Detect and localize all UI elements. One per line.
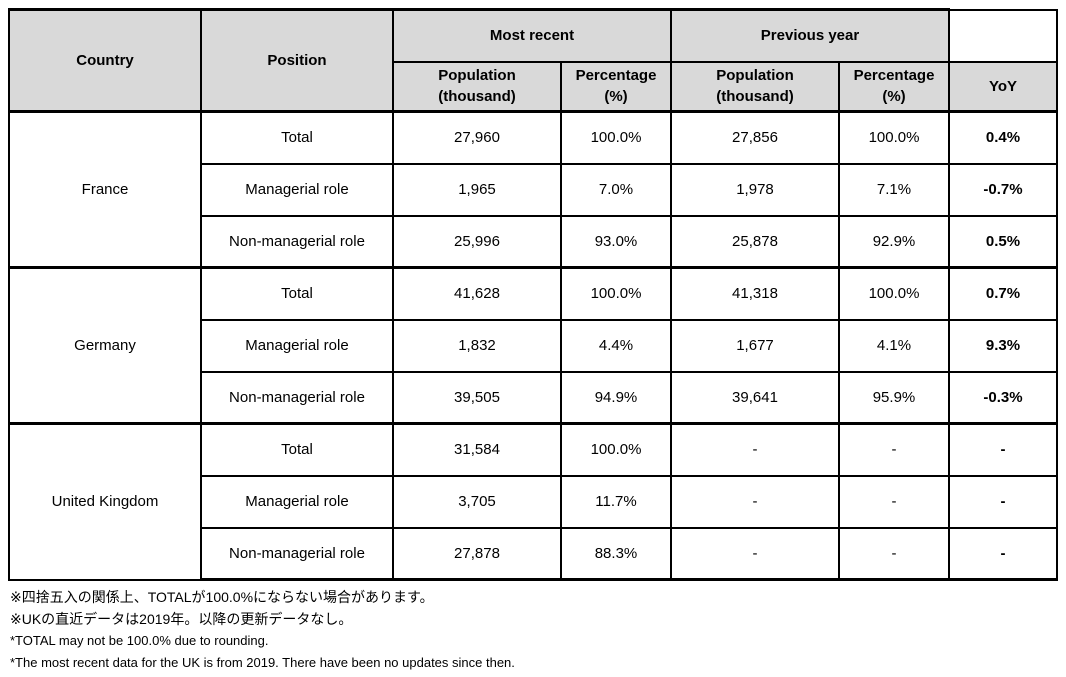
table-row-uk-managerial: Managerial role 3,705 11.7% - - -: [9, 474, 1058, 529]
header-country: Country: [8, 8, 202, 113]
cell-yoy: -: [948, 474, 1058, 529]
cell-py-percentage: -: [838, 474, 950, 529]
table-row-germany-nonmanagerial: Non-managerial role 39,505 94.9% 39,641 …: [9, 370, 1058, 425]
cell-position: Managerial role: [200, 474, 394, 529]
cell-py-population: 1,978: [670, 162, 840, 217]
cell-py-population: 41,318: [670, 266, 840, 321]
cell-py-percentage: 7.1%: [838, 162, 950, 217]
cell-mr-population: 27,878: [392, 526, 562, 581]
cell-yoy: 0.7%: [948, 266, 1058, 321]
cell-py-percentage: 100.0%: [838, 110, 950, 165]
cell-py-population: 27,856: [670, 110, 840, 165]
cell-py-population: 1,677: [670, 318, 840, 373]
header-most-recent-population: Population (thousand): [392, 60, 562, 113]
cell-country-germany: Germany: [8, 266, 202, 425]
cell-yoy: 0.4%: [948, 110, 1058, 165]
cell-py-percentage: 92.9%: [838, 214, 950, 269]
cell-country-france: France: [8, 110, 202, 269]
header-row-1: Country Position Most recent Previous ye…: [8, 8, 1058, 113]
header-most-recent-percentage: Percentage (%): [560, 60, 672, 113]
cell-position: Total: [200, 110, 394, 165]
cell-yoy: -0.7%: [948, 162, 1058, 217]
cell-position: Non-managerial role: [200, 370, 394, 425]
cell-mr-population: 3,705: [392, 474, 562, 529]
footnote-jp-rounding: ※四捨五入の関係上、TOTALが100.0%にならない場合があります。: [10, 589, 434, 605]
table-container: Country Position Most recent Previous ye…: [8, 8, 1058, 581]
cell-mr-percentage: 4.4%: [560, 318, 672, 373]
table-row-germany-managerial: Managerial role 1,832 4.4% 1,677 4.1% 9.…: [9, 318, 1058, 373]
table-row-france-total: France Total 27,960 100.0% 27,856 100.0%…: [8, 110, 1058, 269]
table-row-uk-total: United Kingdom Total 31,584 100.0% - - -: [8, 422, 1058, 581]
cell-py-percentage: -: [838, 422, 950, 477]
header-row-2: Population (thousand) Percentage (%) Pop…: [9, 60, 1058, 113]
cell-position: Total: [200, 422, 394, 477]
header-previous-percentage: Percentage (%): [838, 60, 950, 113]
cell-mr-population: 25,996: [392, 214, 562, 269]
employment-table: Country Position Most recent Previous ye…: [8, 8, 1058, 581]
cell-mr-percentage: 100.0%: [560, 422, 672, 477]
table-row-france-nonmanagerial: Non-managerial role 25,996 93.0% 25,878 …: [9, 214, 1058, 269]
cell-yoy: -: [948, 526, 1058, 581]
table-row-germany-total: Germany Total 41,628 100.0% 41,318 100.0…: [8, 266, 1058, 425]
cell-py-percentage: 100.0%: [838, 266, 950, 321]
cell-mr-percentage: 94.9%: [560, 370, 672, 425]
table-row-uk-nonmanagerial: Non-managerial role 27,878 88.3% - - -: [9, 526, 1058, 581]
cell-mr-percentage: 11.7%: [560, 474, 672, 529]
cell-position: Total: [200, 266, 394, 321]
footnotes: ※四捨五入の関係上、TOTALが100.0%にならない場合があります。 ※UKの…: [10, 586, 515, 674]
cell-py-population: -: [670, 422, 840, 477]
header-previous-year: Previous year: [670, 8, 950, 63]
cell-position: Non-managerial role: [200, 526, 394, 581]
cell-mr-population: 41,628: [392, 266, 562, 321]
cell-py-population: -: [670, 474, 840, 529]
cell-py-percentage: 95.9%: [838, 370, 950, 425]
cell-position: Managerial role: [200, 318, 394, 373]
cell-yoy: 0.5%: [948, 214, 1058, 269]
cell-position: Non-managerial role: [200, 214, 394, 269]
cell-mr-percentage: 93.0%: [560, 214, 672, 269]
cell-mr-percentage: 100.0%: [560, 266, 672, 321]
cell-mr-percentage: 7.0%: [560, 162, 672, 217]
cell-mr-percentage: 88.3%: [560, 526, 672, 581]
cell-mr-population: 1,965: [392, 162, 562, 217]
header-position: Position: [200, 8, 394, 113]
footnote-jp-uk-data: ※UKの直近データは2019年。以降の更新データなし。: [10, 611, 353, 627]
table-row-france-managerial: Managerial role 1,965 7.0% 1,978 7.1% -0…: [9, 162, 1058, 217]
cell-mr-population: 1,832: [392, 318, 562, 373]
header-yoy: YoY: [948, 60, 1058, 113]
footnote-en-rounding: *TOTAL may not be 100.0% due to rounding…: [10, 633, 269, 648]
cell-py-percentage: 4.1%: [838, 318, 950, 373]
cell-py-population: -: [670, 526, 840, 581]
cell-py-population: 25,878: [670, 214, 840, 269]
footnote-en-uk-data: *The most recent data for the UK is from…: [10, 655, 515, 670]
header-most-recent: Most recent: [392, 8, 672, 63]
cell-yoy: -0.3%: [948, 370, 1058, 425]
cell-mr-percentage: 100.0%: [560, 110, 672, 165]
cell-py-population: 39,641: [670, 370, 840, 425]
cell-position: Managerial role: [200, 162, 394, 217]
cell-mr-population: 31,584: [392, 422, 562, 477]
header-previous-population: Population (thousand): [670, 60, 840, 113]
corner-blank-cell: [948, 8, 1058, 63]
cell-yoy: 9.3%: [948, 318, 1058, 373]
cell-mr-population: 39,505: [392, 370, 562, 425]
cell-country-uk: United Kingdom: [8, 422, 202, 581]
cell-py-percentage: -: [838, 526, 950, 581]
cell-mr-population: 27,960: [392, 110, 562, 165]
cell-yoy: -: [948, 422, 1058, 477]
